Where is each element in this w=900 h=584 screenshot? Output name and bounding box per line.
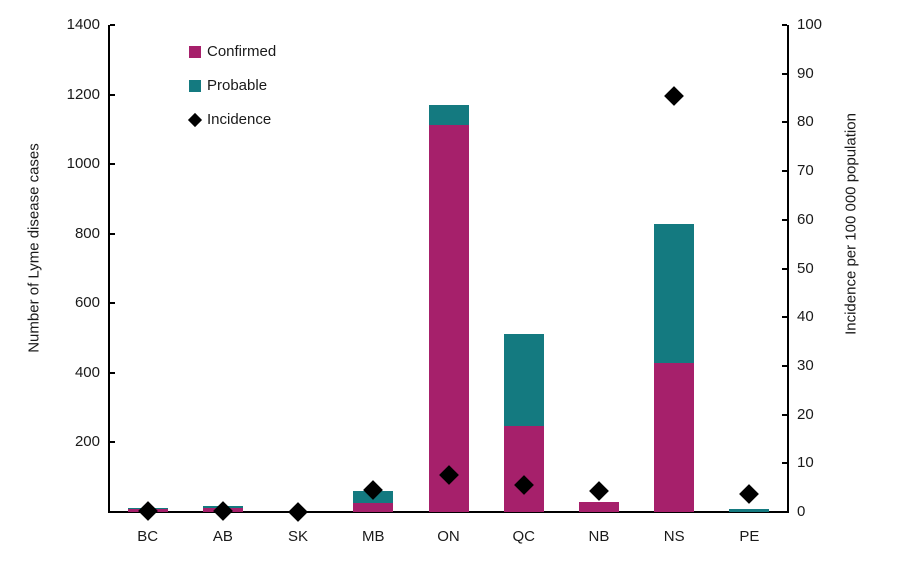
y-axis-left-tick-label: 1400: [66, 16, 100, 33]
bar-QC-probable: [503, 334, 544, 427]
y-axis-left-tick-label: 400: [74, 363, 100, 381]
y-axis-left-tick: [110, 163, 115, 166]
legend-label-confirmed: Confirmed: [207, 43, 277, 60]
legend-label-probable: Probable: [207, 77, 268, 94]
x-axis-label-SK: SK: [288, 528, 309, 545]
y-axis-left-tick: [110, 371, 115, 374]
y-axis-right-tick: [782, 413, 787, 416]
y-axis-right-tick-label: 50: [797, 259, 814, 277]
y-axis-right-tick: [782, 267, 787, 270]
y-axis-left-tick: [110, 441, 115, 444]
x-axis-label-QC: QC: [512, 528, 535, 545]
y-axis-right-tick-label: 100: [797, 16, 823, 33]
legend-item-confirmed: Confirmed: [189, 42, 276, 62]
y-axis-left-tick: [110, 24, 115, 26]
incidence-marker-AB: [212, 500, 233, 521]
incidence-marker-PE: [739, 484, 760, 504]
y-axis-right-tick: [782, 218, 787, 221]
legend-label-incidence: Incidence: [207, 111, 272, 128]
x-axis-label-PE: PE: [739, 528, 760, 545]
incidence-marker-SK: [288, 501, 308, 522]
x-axis-label-BC: BC: [137, 528, 159, 545]
bar-NB-confirmed: [578, 501, 619, 512]
y-axis-right-tick-label: 90: [797, 64, 814, 82]
x-axis-label-NB: NB: [588, 528, 610, 545]
bar-QC-confirmed: [503, 426, 544, 512]
y-axis-right-tick: [782, 316, 787, 319]
y-axis-right-tick: [782, 364, 787, 367]
incidence-marker-NB: [589, 480, 609, 501]
y-axis-left-tick-label: 200: [74, 433, 100, 451]
legend-diamond-icon: [187, 112, 203, 128]
legend-item-incidence: Incidence: [187, 110, 276, 130]
x-axis-label-MB: MB: [362, 528, 385, 545]
left-axis-title: Number of Lyme disease cases: [25, 143, 43, 353]
y-axis-right-tick-label: 70: [797, 162, 814, 180]
y-axis-right-tick-label: 40: [797, 308, 814, 326]
y-axis-right-tick: [782, 462, 787, 465]
y-axis-right-tick-label: 20: [797, 405, 814, 423]
y-axis-right-tick-label: 60: [797, 210, 814, 228]
y-axis-left-tick: [110, 232, 115, 235]
incidence-marker-NS: [664, 85, 685, 106]
bar-NS-confirmed: [654, 362, 695, 512]
incidence-marker-BC: [137, 500, 158, 521]
y-axis-right-line: [787, 25, 789, 512]
x-axis-label-NS: NS: [663, 528, 685, 545]
y-axis-left-tick-label: 1200: [66, 85, 100, 103]
y-axis-right-tick: [782, 72, 787, 75]
legend-square-icon-probable: [189, 80, 201, 92]
y-axis-right-tick-label: 0: [797, 503, 806, 520]
legend-item-probable: Probable: [189, 76, 276, 96]
y-axis-left-tick-label: 1000: [66, 155, 100, 173]
x-axis-line: [108, 511, 789, 513]
y-axis-left-line: [108, 25, 110, 512]
legend-square-icon-confirmed: [189, 46, 201, 58]
bar-PE-probable: [729, 509, 770, 512]
bar-NS-probable: [654, 223, 695, 363]
y-axis-left-tick: [110, 93, 115, 96]
bar-ON-probable: [428, 105, 469, 125]
y-axis-left-tick-label: 800: [74, 224, 100, 242]
y-axis-right-tick-label: 10: [797, 454, 814, 472]
y-axis-right-tick: [782, 170, 787, 173]
y-axis-right-tick: [782, 121, 787, 124]
y-axis-right-tick: [782, 24, 787, 26]
legend: Confirmed Probable Incidence: [187, 42, 276, 144]
x-axis-label-ON: ON: [437, 528, 460, 545]
bar-MB-confirmed: [353, 503, 394, 512]
y-axis-left-tick: [110, 302, 115, 305]
y-axis-right-tick-label: 80: [797, 113, 814, 131]
bar-ON-confirmed: [428, 124, 469, 512]
y-axis-right-tick-label: 30: [797, 356, 814, 374]
y-axis-right-tick: [782, 511, 787, 513]
y-axis-left-tick-label: 600: [74, 294, 100, 312]
x-axis-label-AB: AB: [212, 528, 233, 545]
